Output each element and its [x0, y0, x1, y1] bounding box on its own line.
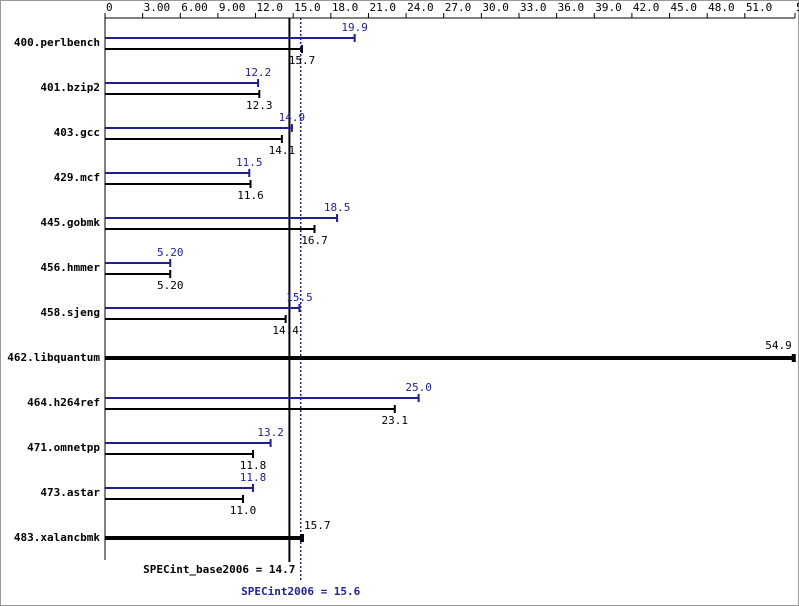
- category-label: 403.gcc: [54, 126, 100, 139]
- bar: [105, 439, 272, 447]
- x-tick-label: 12.0: [257, 1, 284, 14]
- category-label: 464.h264ref: [27, 396, 100, 409]
- bar: [105, 394, 420, 402]
- value-label: 11.0: [230, 504, 257, 517]
- value-label: 15.7: [289, 54, 316, 67]
- x-tick-label: 3.00: [144, 1, 171, 14]
- value-label: 19.9: [341, 21, 368, 34]
- bar: [105, 259, 172, 267]
- category-label: 456.hmmer: [40, 261, 100, 274]
- value-label: 5.20: [157, 246, 184, 259]
- x-tick-label: 24.0: [407, 1, 434, 14]
- bar: [105, 180, 252, 188]
- bar: [105, 354, 796, 362]
- x-tick-label: 45.0: [671, 1, 698, 14]
- x-tick-label: 0: [106, 1, 113, 14]
- value-label: 25.0: [405, 381, 432, 394]
- category-label: 483.xalancbmk: [14, 531, 100, 544]
- bar: [105, 90, 261, 98]
- bar: [105, 124, 293, 132]
- bar: [105, 315, 287, 323]
- value-label: 23.1: [382, 414, 409, 427]
- base-mean-label: SPECint_base2006 = 14.7: [143, 563, 295, 576]
- x-tick-label: 30.0: [482, 1, 509, 14]
- value-label: 13.2: [257, 426, 284, 439]
- x-tick-label: 15.0: [294, 1, 321, 14]
- value-label: 12.2: [245, 66, 272, 79]
- category-label: 462.libquantum: [7, 351, 100, 364]
- value-label: 14.4: [272, 324, 299, 337]
- bar: [105, 450, 255, 458]
- x-tick-label: 21.0: [369, 1, 396, 14]
- value-label: 11.8: [240, 471, 267, 484]
- x-tick-label: 33.0: [520, 1, 547, 14]
- bar: [105, 270, 172, 278]
- bar: [105, 135, 283, 143]
- value-label: 15.7: [304, 519, 331, 532]
- x-tick-label: 48.0: [708, 1, 735, 14]
- bar: [105, 484, 255, 492]
- category-label: 473.astar: [40, 486, 100, 499]
- bar: [105, 214, 339, 222]
- x-tick-label: 9.00: [219, 1, 246, 14]
- value-label: 16.7: [301, 234, 328, 247]
- value-label: 14.1: [269, 144, 296, 157]
- x-tick-label: 42.0: [633, 1, 660, 14]
- value-label: 54.9: [765, 339, 792, 352]
- category-label: 445.gobmk: [40, 216, 100, 229]
- category-label: 471.omnetpp: [27, 441, 100, 454]
- value-label: 12.3: [246, 99, 273, 112]
- category-label: 429.mcf: [54, 171, 100, 184]
- bar: [105, 169, 251, 177]
- value-label: 5.20: [157, 279, 184, 292]
- bar: [105, 79, 260, 87]
- bar: [105, 495, 244, 503]
- value-label: 11.5: [236, 156, 263, 169]
- x-tick-label: 36.0: [558, 1, 585, 14]
- bar: [105, 225, 316, 233]
- value-label: 11.8: [240, 459, 267, 472]
- bar: [105, 304, 301, 312]
- bar: [105, 34, 356, 42]
- bar: [105, 534, 304, 542]
- value-label: 11.6: [237, 189, 264, 202]
- value-label: 18.5: [324, 201, 351, 214]
- category-label: 458.sjeng: [40, 306, 100, 319]
- peak-mean-label: SPECint2006 = 15.6: [241, 585, 361, 598]
- value-label: 15.5: [286, 291, 313, 304]
- category-label: 401.bzip2: [40, 81, 100, 94]
- x-tick-label: 39.0: [595, 1, 622, 14]
- bar: [105, 45, 303, 53]
- x-tick-label: 6.00: [181, 1, 208, 14]
- x-tick-label: 27.0: [445, 1, 472, 14]
- category-label: 400.perlbench: [14, 36, 100, 49]
- value-label: 14.9: [279, 111, 306, 124]
- x-tick-label: 55.0: [796, 1, 799, 14]
- x-tick-label: 51.0: [746, 1, 773, 14]
- bar: [105, 405, 396, 413]
- x-tick-label: 18.0: [332, 1, 359, 14]
